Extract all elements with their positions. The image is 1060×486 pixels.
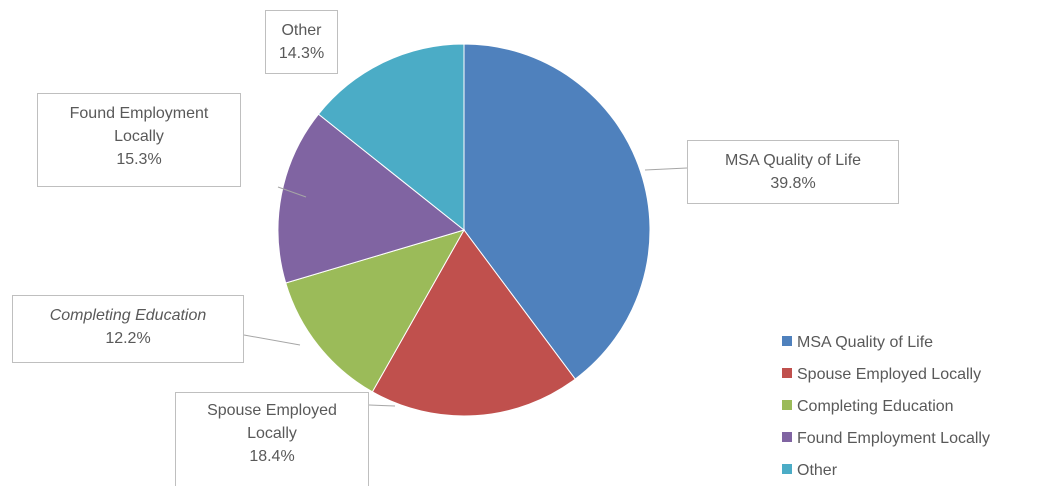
legend-swatch: [782, 368, 792, 378]
legend-swatch: [782, 432, 792, 442]
pie-slice: [371, 229, 576, 417]
data-label-value: 12.2%: [105, 330, 151, 347]
legend-swatch: [782, 336, 792, 346]
data-label-name: Other: [281, 22, 322, 39]
legend-label: MSA Quality of Life: [797, 334, 934, 351]
data-label-name: Spouse Employed Locally: [207, 402, 337, 442]
legend-label: Other: [797, 462, 838, 479]
data-label-value: 39.8%: [770, 175, 816, 192]
data-label: Found Employment Locally 15.3%: [37, 93, 241, 187]
legend-item: MSA Quality of Life: [782, 333, 933, 353]
data-label-value: 15.3%: [116, 151, 162, 168]
legend-label: Completing Education: [797, 398, 954, 415]
legend-item: Found Employment Locally: [782, 429, 990, 449]
legend-swatch: [782, 400, 792, 410]
legend-label: Spouse Employed Locally: [797, 366, 982, 383]
data-label: Completing Education 12.2%: [12, 295, 244, 363]
legend-item: Spouse Employed Locally: [782, 365, 981, 385]
pie-slice: [463, 43, 651, 380]
leader-line: [368, 404, 396, 407]
data-label: Spouse Employed Locally 18.4%: [175, 392, 369, 486]
data-label: Other 14.3%: [265, 10, 338, 74]
legend-swatch: [782, 464, 792, 474]
data-label: MSA Quality of Life 39.8%: [687, 140, 899, 204]
data-label-name: Found Employment Locally: [69, 105, 209, 145]
data-label-name: Completing Education: [49, 307, 207, 324]
data-label-name: MSA Quality of Life: [724, 152, 862, 169]
legend-label: Found Employment Locally: [797, 430, 990, 447]
pie-slice: [277, 113, 466, 284]
data-label-value: 18.4%: [249, 448, 295, 465]
leader-line: [644, 167, 688, 171]
leader-line: [243, 334, 301, 346]
data-label-value: 14.3%: [278, 45, 325, 62]
legend-item: Other: [782, 461, 837, 481]
pie-slice: [285, 229, 466, 393]
leader-line: [277, 186, 307, 198]
pie-slice: [317, 43, 465, 232]
legend-item: Completing Education: [782, 397, 954, 417]
